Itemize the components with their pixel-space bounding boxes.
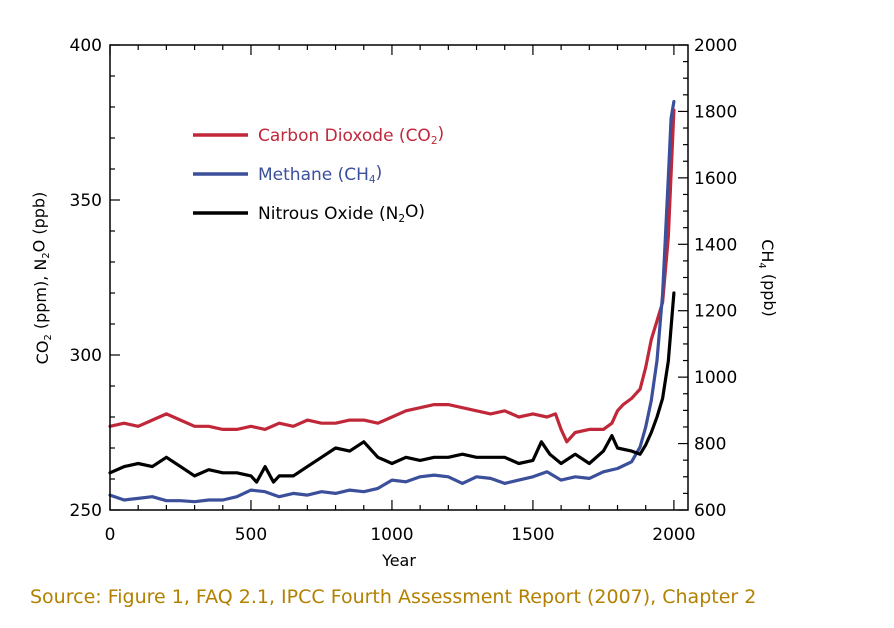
series-line-1 (108, 99, 676, 504)
right-tick-label: 1200 (694, 302, 737, 322)
right-tick-label: 1400 (694, 235, 737, 255)
x-tick-labels: 0 500 1000 1500 2000 (105, 525, 696, 545)
plot-lines (108, 99, 676, 504)
left-axis-title: CO2 (ppm), N2O (ppb) (29, 192, 54, 365)
x-tick-label: 500 (235, 525, 267, 545)
x-axis-title: Year (381, 551, 416, 570)
x-tick-label: 0 (105, 525, 116, 545)
right-axis-title: CH4 (ppb) (756, 239, 779, 317)
series-line-0 (108, 108, 676, 444)
right-tick-label: 2000 (694, 36, 737, 56)
left-tick-label: 350 (70, 191, 102, 211)
x-tick-label: 1000 (370, 525, 413, 545)
right-tick-label: 1800 (694, 102, 737, 122)
right-tick-label: 800 (694, 435, 726, 455)
left-tick-labels: 250 300 350 400 (70, 36, 102, 521)
right-tick-label: 600 (694, 501, 726, 521)
plot-frame (109, 44, 689, 511)
x-tick-label: 2000 (652, 525, 695, 545)
right-tick-label: 1000 (694, 368, 737, 388)
left-tick-label: 400 (70, 36, 102, 56)
right-tick-labels: 600 800 1000 1200 1400 1600 1800 2000 (694, 36, 737, 521)
series-line-2 (108, 291, 676, 484)
legend-label-2: Nitrous Oxide (N2O) (258, 202, 425, 225)
source-caption: Source: Figure 1, FAQ 2.1, IPCC Fourth A… (30, 586, 757, 608)
x-tick-label: 1500 (511, 525, 554, 545)
right-tick-label: 1600 (694, 169, 737, 189)
left-tick-label: 250 (70, 501, 102, 521)
left-tick-label: 300 (70, 346, 102, 366)
legend-label-1: Methane (CH4) (258, 163, 382, 186)
legend: Carbon Dioxode (CO2) Methane (CH4) Nitrous… (193, 124, 444, 225)
legend-label-0: Carbon Dioxode (CO2) (258, 124, 444, 147)
chart: 0 500 1000 1500 2000 250 300 350 400 600 800 1000… (29, 36, 779, 570)
axis-ticks (109, 44, 688, 511)
